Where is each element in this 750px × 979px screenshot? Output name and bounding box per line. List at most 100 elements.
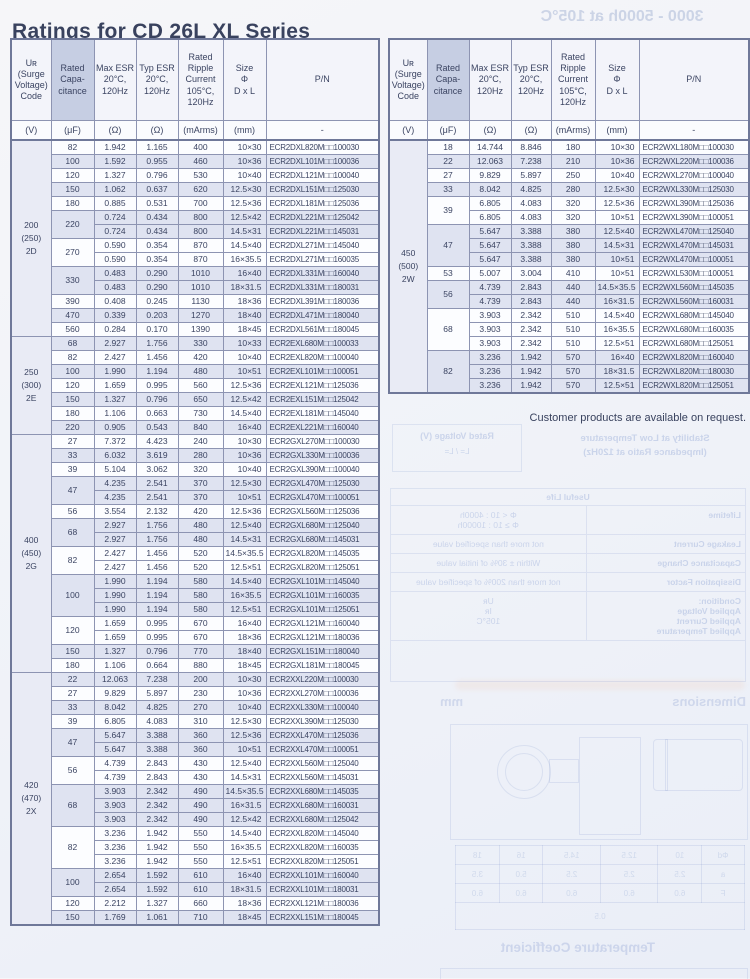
ripple-current-cell: 310 [177,714,224,729]
max-esr-cell: 0.339 [93,308,137,323]
pn-cell: ECR2GXL270M□□100030 [265,434,380,449]
bleedthrough-dimensions-heading: Dimensions mm [440,694,746,709]
voltage-code-cell: 200 (250) 2D [10,139,52,337]
bleedthrough-mini-cell: 5.0 [499,864,543,884]
column-header-capacitance: Rated Capa- citance [50,38,95,121]
table-row: 150 1.327 0.796 770 18×40 ECR2GXL151M□□180040 [11,644,380,659]
table-row: 100 1.990 1.194 580 14.5×40 ECR2GXL101M□□1450… [11,574,380,617]
max-esr-cell: 0.724 [93,210,137,225]
typ-esr-cell: 1.194 [135,602,179,617]
unit-label: (mm) [222,120,267,141]
pn-cell: ECR2DXL331M□□180031 [265,280,380,295]
bleedthrough-mini-cell: Φd [701,845,745,865]
table-row: 390 0.408 0.245 1130 18×36 ECR2DXL391M□□18003… [11,294,380,309]
max-esr-cell: 7.372 [93,434,137,449]
capacitance-cell: 22 [426,154,470,169]
drawing-side-view-seam [665,739,668,791]
capacitance-cell: 100 [50,574,95,617]
ripple-current-cell: 530 [177,168,224,183]
max-esr-cell: 1.106 [93,658,137,673]
table-row: 4.235 2.541 370 10×51 ECR2GXL470M□□100051 [11,490,380,505]
typ-esr-cell: 1.456 [135,546,179,561]
max-esr-cell: 4.739 [93,770,137,785]
table-row: 68 3.903 2.342 490 14.5×35.5 ECR2XXL680M□□145… [11,784,380,827]
ripple-current-cell: 490 [177,812,224,827]
ripple-current-cell: 710 [177,910,224,926]
table-row: 82 3.236 1.942 570 16×40 ECR2WXL820M□□160040 [389,350,750,394]
pn-cell: ECR2XXL121M□□180036 [265,896,380,911]
typ-esr-cell: 1.592 [135,868,179,883]
max-esr-cell: 12.063 [468,154,512,169]
size-cell: 16×35.5 [594,322,640,337]
bleedthrough-mini-cell: 6.0 [600,883,658,903]
table-row: 180 0.885 0.531 700 12.5×36 ECR2DXL181M□□1250… [11,196,380,211]
size-cell: 14.5×35.5 [222,546,267,561]
size-cell: 10×33 [222,336,267,351]
bleedthrough-mini-row: 0.5 [455,902,745,930]
capacitance-cell: 33 [50,448,95,463]
max-esr-cell: 3.903 [468,336,512,351]
max-esr-cell: 6.805 [468,210,512,225]
column-header-max-esr: Max ESR 20°C, 120Hz [468,38,512,121]
capacitance-cell: 180 [50,406,95,421]
capacitance-cell: 39 [50,714,95,729]
size-cell: 14.5×35.5 [594,280,640,295]
table-row: 5.647 3.388 360 10×51 ECR2XXL470M□□100051 [11,742,380,757]
size-cell: 14.5×35.5 [222,784,267,799]
max-esr-cell: 1.327 [93,392,137,407]
bleedthrough-mini-cell: 3.5 [455,864,500,884]
size-cell: 14.5×40 [594,308,640,323]
size-cell: 10×36 [222,686,267,701]
size-cell: 12.5×51 [594,336,640,351]
capacitance-cell: 33 [50,700,95,715]
bleedthrough-mini-cell: 12.5 [600,845,658,865]
typ-esr-cell: 2.342 [510,322,552,337]
bleedthrough-spec-row: Leakage Current not more than specified v… [391,535,745,554]
pn-cell: ECR2GXL101M□□145040 [265,574,380,589]
table-row: 33 8.042 4.825 280 12.5×30 ECR2WXL330M□□12503… [389,182,750,197]
pn-cell: ECR2WXL470M□□125040 [638,224,750,239]
max-esr-cell: 3.236 [93,840,137,855]
size-cell: 18×45 [222,910,267,926]
max-esr-cell: 1.106 [93,406,137,421]
typ-esr-cell: 0.796 [135,168,179,183]
size-cell: 12.5×42 [222,812,267,827]
bleedthrough-mini-cell: F [701,883,745,903]
size-cell: 12.5×36 [222,378,267,393]
ripple-current-cell: 800 [177,210,224,225]
column-header-size: Size Φ D x L [594,38,640,121]
typ-esr-cell: 1.061 [135,910,179,926]
size-cell: 18×31.5 [594,364,640,379]
bleedthrough-mini-cell: 6.0 [542,883,601,903]
pn-cell: ECR2XXL151M□□180045 [265,910,380,926]
ripple-current-cell: 550 [177,854,224,869]
size-cell: 12.5×30 [222,476,267,491]
size-cell: 14.5×40 [222,826,267,841]
table-row: 400 (450) 2G 27 7.372 4.423 240 10×30 ECR2GXL2… [10,434,380,673]
table-row: 180 1.106 0.663 730 14.5×40 ECR2EXL181M□□1450… [11,406,380,421]
max-esr-cell: 4.739 [468,294,512,309]
ripple-current-cell: 370 [177,476,224,491]
typ-esr-cell: 0.995 [135,616,179,631]
capacitance-cell: 22 [50,672,95,687]
capacitance-cell: 47 [50,476,95,505]
typ-esr-cell: 3.062 [135,462,179,477]
typ-esr-cell: 2.843 [135,756,179,771]
bleedthrough-spec-row: Condition: Applied Voltage Applied Curre… [391,592,745,641]
unit-label: (Ω) [468,120,512,141]
bleedthrough-mini-table: Φd 10 12.5 14.5 16 18 a 2.5 2.5 2.5 5.0 3.5 F 6.0 6.0 6… [455,845,745,930]
pn-cell: ECR2DXL271M□□145040 [265,238,380,253]
size-cell: 14.5×40 [222,238,267,253]
table-row: 220 0.724 0.434 800 12.5×42 ECR2DXL221M□□1250… [11,210,380,239]
capacitance-cell: 39 [50,462,95,477]
capacitance-cell: 33 [426,182,470,197]
typ-esr-cell: 1.327 [135,896,179,911]
pn-cell: ECR2GXL330M□□100036 [265,448,380,463]
pn-cell: ECR2DXL391M□□180036 [265,294,380,309]
ripple-current-cell: 1130 [177,294,224,309]
bleedthrough-bottom-table-edge [440,968,748,979]
size-cell: 10×30 [222,672,267,687]
drawing-end-view-inner-circle [505,753,543,791]
pn-cell: ECR2DXL221M□□125042 [265,210,380,225]
unit-label: (V) [10,120,52,141]
